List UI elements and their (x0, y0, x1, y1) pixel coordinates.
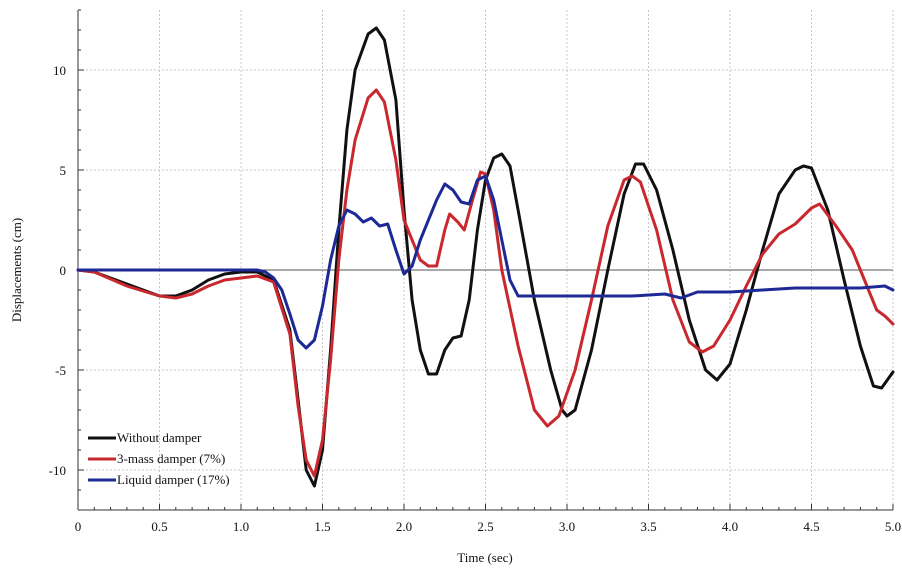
x-tick-label: 2.5 (477, 519, 493, 534)
series-line-2 (76, 88, 895, 478)
y-tick-label: -5 (55, 363, 66, 378)
series-lines (76, 26, 895, 488)
y-axis-title: Displacements (cm) (9, 218, 24, 322)
legend: Without damper 3-mass damper (7%) Liquid d… (88, 430, 230, 487)
x-tick-label: 4.5 (803, 519, 819, 534)
axes (77, 9, 894, 511)
y-tick-label: 0 (60, 263, 67, 278)
x-axis-title: Time (sec) (457, 550, 513, 565)
x-tick-label: 1.0 (233, 519, 249, 534)
series-line-1 (76, 26, 895, 488)
grid (78, 10, 894, 510)
y-tick-label: -10 (49, 463, 66, 478)
x-tick-labels: 0 0.5 1.0 1.5 2.0 2.5 3.0 3.5 4.0 4.5 5.0 (75, 519, 901, 534)
x-tick-label: 2.0 (396, 519, 412, 534)
y-tick-label: 5 (60, 163, 67, 178)
y-tick-labels: -10 -5 0 5 10 (49, 63, 66, 478)
y-tick-label: 10 (53, 63, 66, 78)
x-tick-label: 3.0 (559, 519, 575, 534)
x-tick-label: 0 (75, 519, 82, 534)
x-tick-label: 5.0 (885, 519, 901, 534)
legend-label: Liquid damper (17%) (117, 472, 230, 487)
x-tick-label: 0.5 (151, 519, 167, 534)
x-tick-label: 3.5 (640, 519, 656, 534)
x-tick-label: 1.5 (314, 519, 330, 534)
series-line-3 (76, 174, 895, 350)
legend-label: Without damper (117, 430, 202, 445)
x-tick-label: 4.0 (722, 519, 738, 534)
legend-label: 3-mass damper (7%) (117, 451, 225, 466)
